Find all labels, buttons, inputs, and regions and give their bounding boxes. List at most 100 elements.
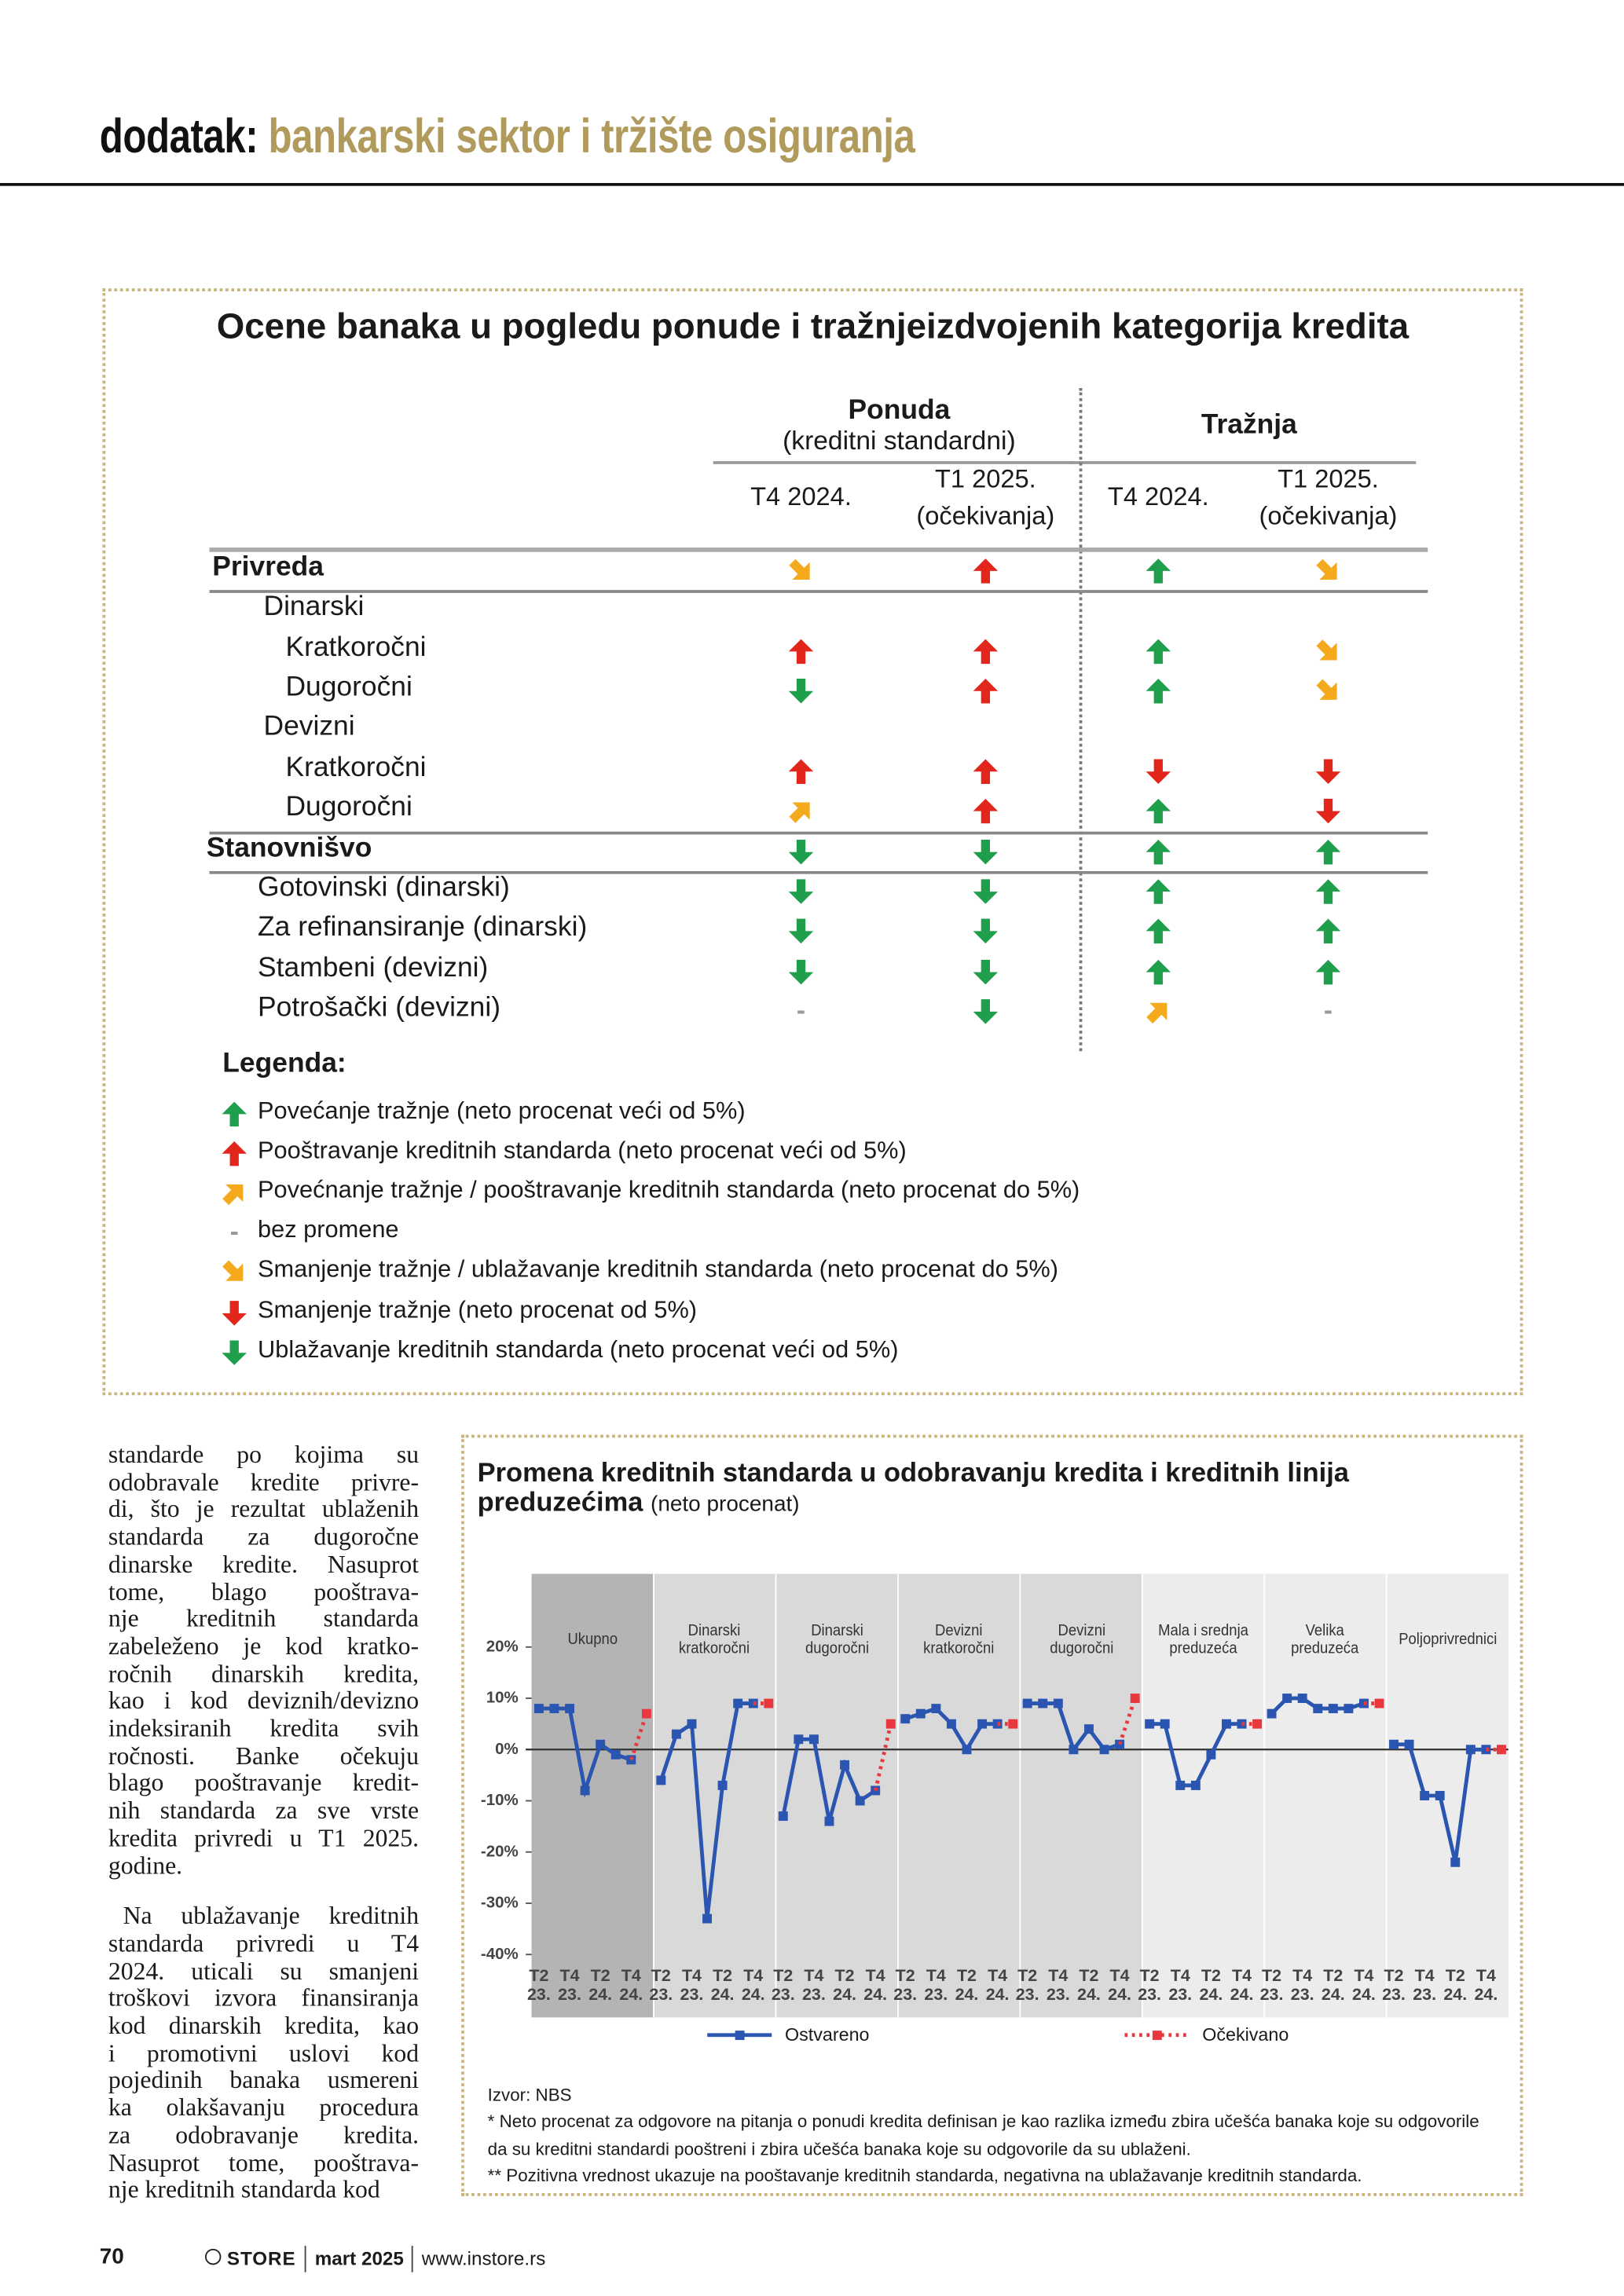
- arrow-shape: [973, 798, 999, 824]
- arrow-icon: [1146, 759, 1171, 784]
- y-tick-label: -40%: [480, 1946, 519, 1964]
- row-label: Stambeni (devizni): [258, 953, 489, 984]
- arrow-icon: [1146, 1002, 1168, 1024]
- x-tick-label: T4 23.: [924, 1968, 948, 2005]
- arrow-icon: [1315, 918, 1341, 944]
- x-tick-label: T4 24.: [863, 1968, 888, 2005]
- row-label: Gotovinski (dinarski): [258, 872, 510, 903]
- arrow-icon: [1315, 798, 1341, 824]
- row-label: Kratkoročni: [285, 632, 427, 664]
- legend-text: Povećnanje tražnje / pooštravanje kredit…: [258, 1177, 1080, 1204]
- table-rule: [209, 831, 1428, 834]
- chart: Promena kreditnih standarda u odobravanj…: [461, 1435, 1523, 2196]
- x-tick-label: T2 23.: [1382, 1968, 1406, 2005]
- legend-text: Smanjenje tražnje / ublažavanje kreditni…: [258, 1256, 1058, 1283]
- point-marker: [778, 1811, 788, 1822]
- arrow-icon: [788, 879, 814, 904]
- body-line: nih standarda za sve vrste: [108, 1796, 420, 1825]
- arrow-shape: [222, 1300, 247, 1325]
- point-marker: [1038, 1698, 1048, 1708]
- legend-text: Ublažavanje kreditnih standarda (neto pr…: [258, 1335, 899, 1363]
- body-line: kod dinarskih kredita, kao: [108, 2011, 420, 2040]
- point-marker: [580, 1785, 590, 1796]
- body-line: nje kreditnih standarda: [108, 1605, 420, 1633]
- arrow-icon: [1146, 558, 1171, 584]
- x-tick-label: T4 24.: [619, 1968, 643, 2005]
- legend-title: Legenda:: [222, 1048, 346, 1079]
- arrow-icon: [222, 1261, 244, 1282]
- arrow-icon: [973, 918, 999, 944]
- body-line: di, što je rezultat ublaženih: [108, 1495, 420, 1524]
- arrow-shape: [1146, 959, 1171, 985]
- point-marker: [855, 1796, 865, 1806]
- point-marker: [1175, 1780, 1186, 1790]
- x-tick-label: T2 23.: [893, 1968, 918, 2005]
- point-marker: [962, 1745, 972, 1755]
- group-label-text: Poljoprivrednici: [1398, 1631, 1497, 1649]
- point-marker: [1130, 1694, 1140, 1704]
- arrow-icon: [788, 639, 814, 665]
- x-tick-label: T2 24.: [1321, 1968, 1345, 2005]
- arrow-icon: [222, 1300, 247, 1325]
- point-marker: [1267, 1708, 1277, 1719]
- arrow-icon: [973, 959, 999, 985]
- arrow-shape: [973, 918, 999, 944]
- arrow-icon: [973, 999, 999, 1024]
- group-band: [531, 1573, 654, 2018]
- group-label-text: Ukupno: [567, 1631, 618, 1649]
- table-rule: [209, 870, 1428, 873]
- group-label: Devizni dugoročni: [1028, 1617, 1133, 1664]
- body-line: standarda za dugoročne: [108, 1522, 420, 1551]
- arrow-shape: [973, 840, 999, 865]
- arrow-shape: [1315, 918, 1341, 944]
- x-tick-label: T4 24.: [985, 1968, 1010, 2005]
- arrow-shape: [1315, 959, 1341, 985]
- row-label: Za refinansiranje (dinarski): [258, 912, 588, 943]
- arrow-shape: [788, 639, 814, 665]
- arrow-icon: [222, 1101, 247, 1127]
- arrow-icon: [973, 639, 999, 665]
- row-label: Dinarski: [263, 591, 365, 623]
- point-marker: [946, 1719, 956, 1729]
- body-line: zabeleženo je kod kratko-: [108, 1631, 420, 1661]
- group-subtitle: (kreditni standardni): [783, 426, 1016, 456]
- point-marker: [610, 1749, 621, 1760]
- group-band: [897, 1573, 1021, 2018]
- point-marker: [1497, 1745, 1506, 1755]
- no-change-mark: -: [229, 1217, 239, 1247]
- point-marker: [1083, 1724, 1094, 1734]
- group-rule: [713, 461, 1074, 464]
- point-marker: [641, 1708, 651, 1719]
- point-marker: [1008, 1719, 1018, 1729]
- chart-frame: [461, 1434, 1523, 2196]
- group-label-text: Velika preduzeća: [1291, 1622, 1360, 1657]
- header-rule: [0, 182, 1624, 186]
- group-label-text: Devizni dugoročni: [1049, 1622, 1113, 1657]
- body-line: kao i kod deviznih/devizno: [108, 1686, 420, 1716]
- x-tick-label: T2 24.: [833, 1968, 856, 2005]
- x-tick-label: T4 23.: [802, 1968, 826, 2005]
- column-period: T4 2024.: [750, 482, 852, 511]
- legend-text: Povećanje tražnje (neto procenat veći od…: [258, 1097, 746, 1125]
- x-tick-label: T2 23.: [1259, 1968, 1284, 2005]
- group-label: Velika preduzeća: [1273, 1617, 1377, 1664]
- row-label: Dugoročni: [285, 672, 412, 703]
- point-marker: [733, 1698, 743, 1708]
- body-line: Nasuprot tome, pooštrava-: [108, 2148, 420, 2177]
- legend-text: bez promene: [258, 1217, 399, 1243]
- arrow-shape: [1146, 679, 1171, 704]
- y-tick-label: 0%: [495, 1741, 519, 1759]
- table-frame: [102, 288, 1523, 1396]
- chart-note: * Neto procenat za odgovore na pitanja o…: [487, 2111, 1479, 2159]
- x-tick-label: T2 23.: [1015, 1968, 1039, 2005]
- footer-issue: mart 2025: [304, 2246, 404, 2272]
- body-line: ročnosti. Banke očekuju: [108, 1741, 420, 1770]
- arrow-icon: [973, 879, 999, 904]
- brand-logo-mark: [204, 2248, 222, 2265]
- row-label: Potrošački (devizni): [258, 992, 501, 1023]
- x-tick-label: T2 23.: [526, 1968, 551, 2005]
- point-marker: [1190, 1780, 1201, 1790]
- column-period: T1 2025.: [1278, 463, 1379, 494]
- point-marker: [687, 1719, 697, 1729]
